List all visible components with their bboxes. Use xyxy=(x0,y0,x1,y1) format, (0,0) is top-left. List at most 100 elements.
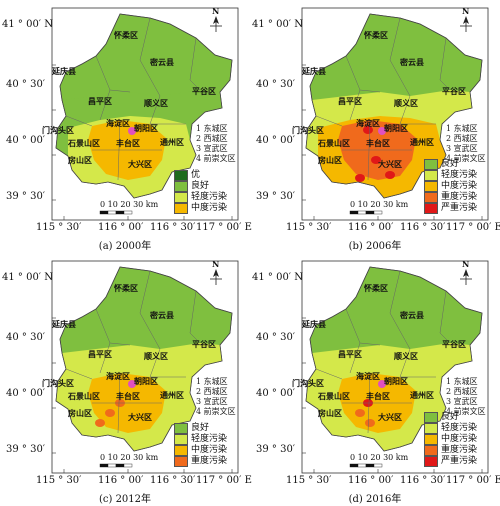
panel-caption: (c) 2012年 xyxy=(98,494,152,505)
map-panel-2016: 怀柔区 密云县 延庆县 平谷区 昌平区 顺义区 海淀区 朝阳区 门沟头区 石景山区 丰台区 通州区 房山… xyxy=(250,253,500,506)
latitude-label: 41 ° 00′ N xyxy=(252,19,304,30)
district-label: 怀柔区 xyxy=(364,283,388,293)
district-label: 海淀区 xyxy=(356,118,380,128)
legend-item: 轻度污染 xyxy=(424,170,477,181)
district-label: 怀柔区 xyxy=(114,283,138,293)
district-label: 怀柔区 xyxy=(114,30,138,40)
scale-label: 0 10 20 30 km xyxy=(350,453,409,462)
district-note: 3 宣武区 xyxy=(196,397,228,406)
legend-label: 重度污染 xyxy=(191,456,228,466)
legend-swatch xyxy=(424,445,438,456)
legend-label: 优 xyxy=(191,170,201,180)
legend-swatch xyxy=(424,412,438,423)
scale-label: 0 10 20 30 km xyxy=(100,200,159,209)
legend-swatch xyxy=(424,170,438,181)
legend-item: 良好 xyxy=(174,423,227,434)
district-label: 房山区 xyxy=(318,155,342,165)
pollution-hotspot xyxy=(371,156,381,164)
map-panel-2000: 怀柔区 密云县 延庆县 平谷区 昌平区 顺义区 海淀区 朝阳区 门沟头区 石景山区 丰台区 通州区 房山… xyxy=(0,0,252,253)
district-label: 顺义区 xyxy=(144,98,168,108)
district-note: 1 东城区 xyxy=(446,124,478,133)
district-label: 石景山区 xyxy=(67,138,100,148)
district-notes: 1 东城区 2 西城区 3 宣武区 4 前崇文区 xyxy=(196,377,236,417)
district-label: 石景山区 xyxy=(67,391,100,401)
latitude-label: 40 ° 30′ xyxy=(6,332,46,343)
legend-item: 中度污染 xyxy=(174,203,227,214)
longitude-label: 116 ° 00′ xyxy=(348,475,394,486)
district-label: 丰台区 xyxy=(366,138,390,148)
legend-label: 良好 xyxy=(191,181,210,191)
district-label: 昌平区 xyxy=(338,96,362,106)
district-label: 门沟头区 xyxy=(42,125,74,135)
north-label: N xyxy=(462,259,469,269)
pollution-hotspot xyxy=(355,174,365,182)
district-label: 石景山区 xyxy=(317,391,350,401)
legend-item: 重度污染 xyxy=(424,445,477,456)
north-arrow-icon xyxy=(460,16,472,32)
longitude-label: 116 ° 30′ xyxy=(400,222,446,233)
district-label: 海淀区 xyxy=(356,371,380,381)
scale-label: 0 10 20 30 km xyxy=(100,453,159,462)
district-label: 延庆县 xyxy=(301,66,326,76)
legend-swatch xyxy=(424,456,438,467)
district-label: 丰台区 xyxy=(116,391,140,401)
legend-label: 严重污染 xyxy=(441,456,478,466)
scale-bar xyxy=(99,210,133,215)
latitude-label: 41 ° 00′ N xyxy=(2,272,54,283)
district-label: 海淀区 xyxy=(106,371,130,381)
district-label: 顺义区 xyxy=(144,351,168,361)
legend-item: 良好 xyxy=(424,412,477,423)
district-label: 昌平区 xyxy=(338,349,362,359)
district-label: 丰台区 xyxy=(366,391,390,401)
city-center-marker xyxy=(128,380,136,388)
legend-swatch xyxy=(424,181,438,192)
legend-item: 严重污染 xyxy=(424,456,477,467)
legend: 良好 轻度污染 中度污染 重度污染 xyxy=(174,423,227,467)
legend-swatch xyxy=(174,423,188,434)
north-label: N xyxy=(212,259,219,269)
district-label: 石景山区 xyxy=(317,138,350,148)
district-note: 2 西城区 xyxy=(446,134,478,143)
legend-swatch xyxy=(174,456,188,467)
legend-item: 良好 xyxy=(424,159,477,170)
longitude-label: 115 ° 30′ xyxy=(286,475,332,486)
legend: 优良好 轻度污染 中度污染 xyxy=(174,170,227,214)
legend-item: 重度污染 xyxy=(424,192,477,203)
legend-item: 轻度污染 xyxy=(174,192,227,203)
district-label: 延庆县 xyxy=(51,319,76,329)
legend-label: 良好 xyxy=(441,412,460,422)
district-note: 4 前崇文区 xyxy=(446,407,486,416)
longitude-label: 116 ° 00′ xyxy=(348,222,394,233)
latitude-label: 39 ° 30′ xyxy=(6,444,46,455)
district-label: 昌平区 xyxy=(88,96,112,106)
longitude-label: 115 ° 30′ xyxy=(286,222,332,233)
longitude-label: 117 ° 00′ E xyxy=(446,222,500,233)
district-note: 4 前崇文区 xyxy=(196,154,236,163)
city-center-marker xyxy=(378,127,386,135)
district-label: 顺义区 xyxy=(394,351,418,361)
district-label: 平谷区 xyxy=(442,86,466,96)
district-label: 密云县 xyxy=(399,57,424,67)
north-arrow-icon xyxy=(460,269,472,285)
north-arrow-icon xyxy=(210,269,222,285)
district-label: 大兴区 xyxy=(378,412,402,422)
longitude-label: 117 ° 00′ E xyxy=(196,475,252,486)
legend: 良好 轻度污染 中度污染 重度污染 严重污染 xyxy=(424,412,477,467)
legend-swatch xyxy=(174,170,188,181)
district-label: 海淀区 xyxy=(106,118,130,128)
pollution-hotspot xyxy=(105,409,115,417)
district-label: 延庆县 xyxy=(51,66,76,76)
district-label: 朝阳区 xyxy=(134,376,158,386)
district-notes: 1 东城区 2 西城区 3 宣武区 4 前崇文区 xyxy=(196,124,236,164)
legend-label: 良好 xyxy=(441,159,460,169)
legend-swatch xyxy=(174,181,188,192)
longitude-label: 116 ° 30′ xyxy=(150,222,196,233)
legend-item: 轻度污染 xyxy=(424,423,477,434)
district-label: 密云县 xyxy=(149,57,174,67)
legend-label: 中度污染 xyxy=(441,434,478,444)
district-label: 丰台区 xyxy=(116,138,140,148)
map-panel-2006: 怀柔区 密云县 延庆县 平谷区 昌平区 顺义区 海淀区 朝阳区 门沟头区 石景山区 丰台区 通州区 房山… xyxy=(250,0,500,253)
legend-label: 中度污染 xyxy=(441,181,478,191)
latitude-label: 39 ° 30′ xyxy=(256,444,296,455)
legend: 良好 轻度污染 中度污染 重度污染 严重污染 xyxy=(424,159,477,214)
